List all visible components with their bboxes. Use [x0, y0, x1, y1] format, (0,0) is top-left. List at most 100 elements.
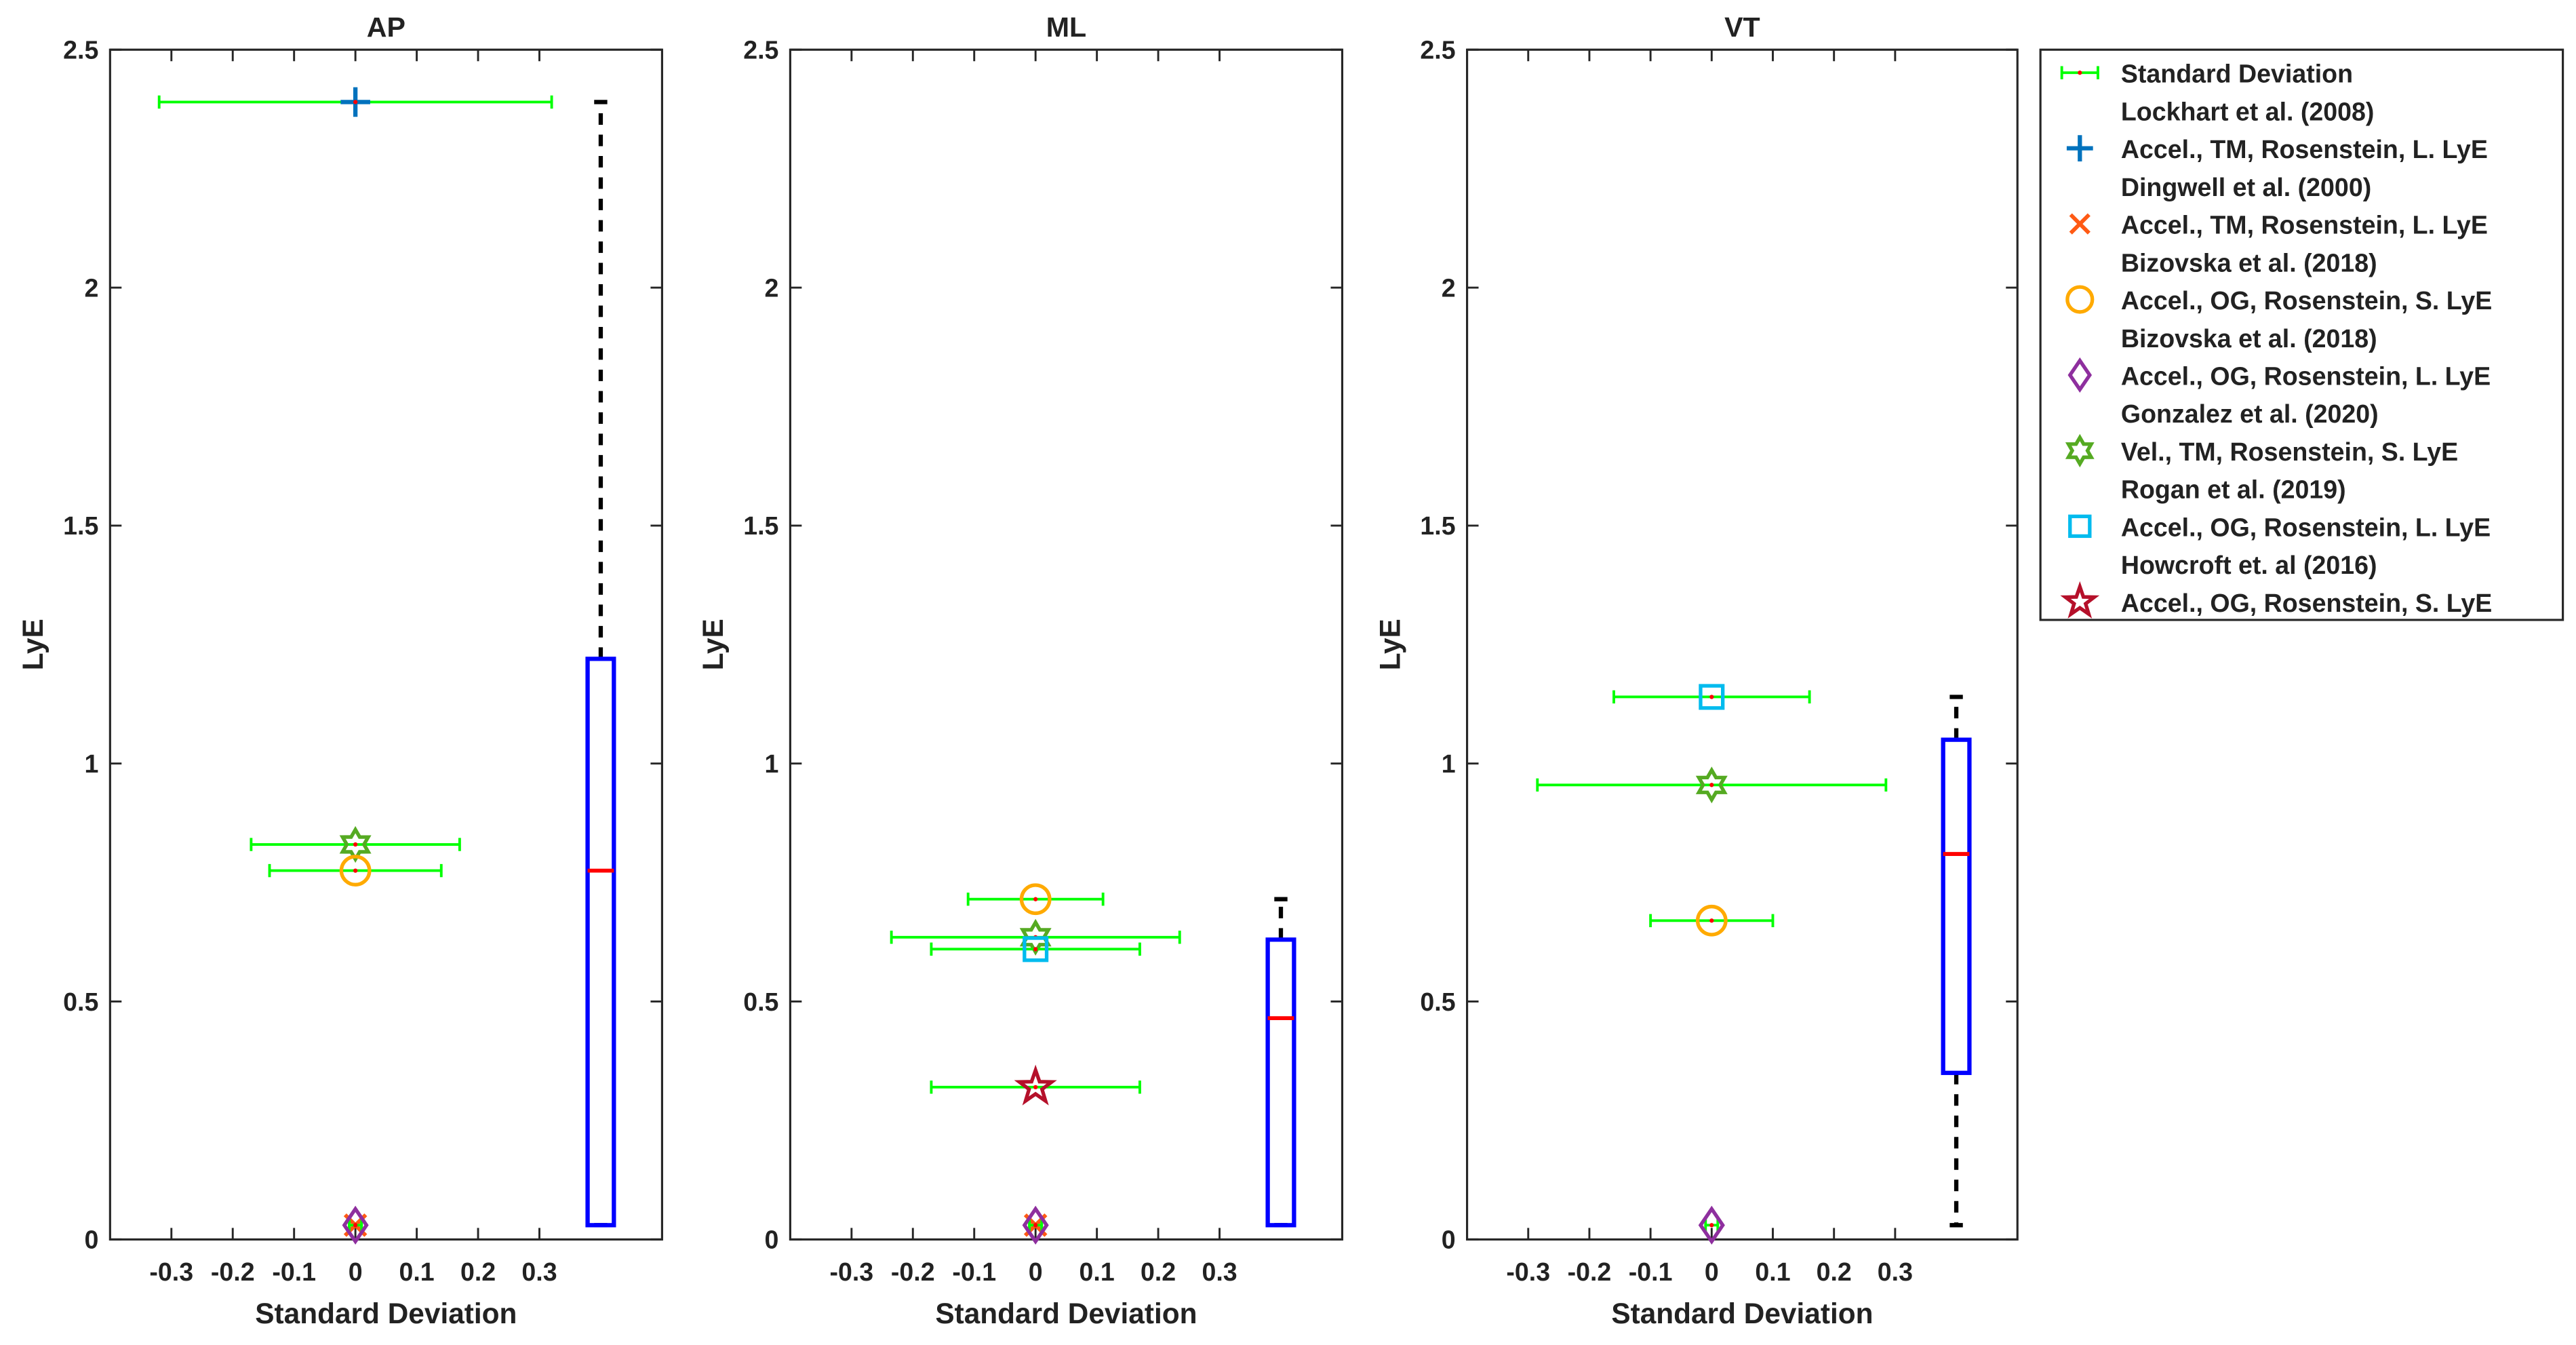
y-axis-label: LyE	[697, 619, 729, 670]
circle-marker	[339, 855, 372, 886]
panel-title: VT	[1724, 12, 1760, 43]
square-marker	[1023, 936, 1049, 962]
y-tick-label: 2	[1442, 273, 1456, 302]
data-point-pentagram	[930, 1064, 1141, 1106]
panel-title: AP	[367, 12, 405, 43]
y-tick-label: 1.5	[1420, 511, 1455, 540]
data-point-diamond	[342, 1205, 369, 1245]
square-marker	[2068, 514, 2092, 539]
axes-frame	[789, 48, 1344, 1241]
x-tick-label: 0.1	[1755, 1258, 1790, 1286]
x-axis-label: Standard Deviation	[1611, 1298, 1873, 1329]
x-tick-label: 0.2	[460, 1258, 496, 1286]
data-point-square	[1612, 684, 1811, 710]
x-tick-label: -0.1	[1629, 1258, 1673, 1286]
x-tick-label: -0.2	[891, 1258, 935, 1286]
y-axis-label: LyE	[1374, 619, 1406, 670]
point-center	[2078, 71, 2082, 75]
data-point-hexagram	[250, 825, 461, 863]
point-center	[353, 100, 358, 104]
boxplot	[585, 100, 616, 1228]
x-tick-label: -0.3	[829, 1258, 873, 1286]
y-tick-label: 2.5	[1420, 36, 1455, 64]
box-iqr	[1941, 737, 1972, 1075]
circle-marker	[2065, 285, 2095, 314]
y-tick-label: 0.5	[743, 988, 778, 1016]
y-tick-label: 0	[765, 1226, 779, 1254]
data-point-circle	[966, 883, 1105, 916]
data-point-diamond	[1022, 1205, 1049, 1245]
point-center	[353, 842, 358, 847]
legend-entry: Standard Deviation	[2060, 60, 2353, 88]
y-tick-label: 0	[84, 1226, 98, 1254]
x-tick-label: 0	[349, 1258, 363, 1286]
panel-title: ML	[1046, 12, 1086, 43]
point-center	[1709, 918, 1714, 923]
x-tick-label: 0.1	[399, 1258, 434, 1286]
boxplot	[1265, 897, 1296, 1228]
legend-sublabel: Vel., TM, Rosenstein, S. LyE	[2121, 437, 2458, 466]
diamond-marker	[342, 1205, 369, 1245]
legend-label: Howcroft et. al (2016)	[2121, 551, 2377, 579]
legend-entry: Howcroft et. al (2016) Accel., OG, Rosens…	[2060, 551, 2492, 619]
point-center	[1033, 897, 1038, 901]
circle-marker	[1695, 904, 1728, 937]
diamond-marker	[2067, 357, 2093, 393]
y-tick-label: 2	[765, 273, 779, 302]
x-tick-label: -0.2	[211, 1258, 255, 1286]
panel-ap: -0.3 -0.2 -0.1 0 0.1 0.2 0.3 0 0.5 1 1.5 2 2.5 AP Stan…	[17, 12, 663, 1329]
y-tick-label: 1.5	[63, 511, 98, 540]
y-tick-label: 2.5	[63, 36, 98, 64]
data-point-square	[930, 936, 1141, 962]
x-marker	[2069, 213, 2090, 235]
square-marker	[1699, 684, 1725, 710]
y-tick-label: 1	[1442, 749, 1456, 778]
hexagram-marker	[1019, 918, 1052, 956]
y-tick-label: 0	[1442, 1226, 1456, 1254]
x-tick-label: 0	[1705, 1258, 1719, 1286]
legend-sublabel: Accel., TM, Rosenstein, L. LyE	[2121, 135, 2488, 163]
data-point-circle	[1649, 904, 1775, 937]
legend-entry: Rogan et al. (2019) Accel., OG, Rosenstei…	[2068, 475, 2491, 541]
legend: Standard Deviation Lockhart et al. (2008)…	[2039, 48, 2564, 621]
point-center	[1709, 783, 1714, 787]
x-axis-label: Standard Deviation	[935, 1298, 1197, 1329]
hexagram-marker	[339, 825, 372, 863]
box-iqr	[585, 657, 616, 1228]
legend-entry: Lockhart et al. (2008) Accel., TM, Rosens…	[2066, 97, 2488, 163]
point-center	[353, 868, 358, 873]
point-center	[1033, 947, 1038, 952]
whisker-caps	[1274, 897, 1288, 1228]
x-axis-label: Standard Deviation	[255, 1298, 517, 1329]
panel-vt: -0.3 -0.2 -0.1 0 0.1 0.2 0.3 0 0.5 1 1.5 2 2.5 VT Stan…	[1374, 12, 2019, 1329]
legend-label: Bizovska et al. (2018)	[2121, 324, 2377, 353]
x-tick-label: 0.1	[1079, 1258, 1115, 1286]
whisker-caps	[1949, 695, 1963, 1228]
legend-label: Gonzalez et al. (2020)	[2121, 399, 2379, 428]
circle-marker	[1019, 883, 1052, 916]
y-tick-label: 2	[84, 273, 98, 302]
x-tick-label: -0.1	[952, 1258, 996, 1286]
legend-entry: Bizovska et al. (2018) Accel., OG, Rosens…	[2065, 248, 2492, 315]
data-point-hexagram	[1536, 766, 1888, 804]
point-center	[1033, 1085, 1038, 1089]
legend-label: Rogan et al. (2019)	[2121, 475, 2346, 504]
axes-frame	[108, 48, 663, 1241]
point-center	[353, 1223, 358, 1228]
y-tick-label: 1.5	[743, 511, 778, 540]
legend-entry: Gonzalez et al. (2020) Vel., TM, Rosenste…	[2065, 399, 2458, 468]
y-tick-label: 2.5	[743, 36, 778, 64]
legend-entry: Bizovska et al. (2018) Accel., OG, Rosens…	[2067, 324, 2491, 393]
legend-sublabel: Accel., OG, Rosenstein, L. LyE	[2121, 362, 2491, 391]
x-tick-label: -0.3	[149, 1258, 193, 1286]
data-point-diamond	[1698, 1205, 1725, 1245]
pentagram-marker	[2060, 581, 2100, 619]
y-tick-label: 0.5	[63, 988, 98, 1016]
point-center	[1709, 695, 1714, 699]
legend-label: Standard Deviation	[2121, 60, 2353, 88]
x-tick-label: -0.1	[272, 1258, 316, 1286]
diamond-marker	[1022, 1205, 1049, 1245]
point-center	[1709, 1223, 1714, 1228]
hexagram-marker	[2065, 433, 2095, 468]
